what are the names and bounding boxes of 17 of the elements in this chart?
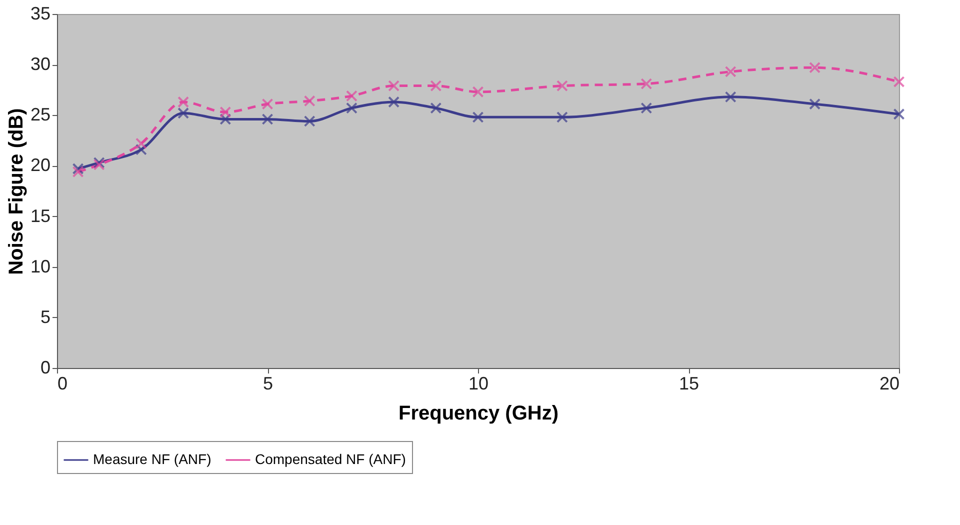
y-tick-label: 20 [30,155,50,176]
legend-label: Compensated NF (ANF) [255,451,406,467]
x-tick-label: 5 [262,374,274,394]
y-tick-label: 35 [30,4,50,24]
x-tick-label: 10 [468,374,489,394]
y-tick-label: 15 [30,206,50,226]
x-axis-title: Frequency (GHz) [398,402,559,424]
y-tick-label: 5 [40,306,50,327]
y-tick-label: 25 [30,104,50,125]
y-tick-label: 0 [40,358,50,378]
y-tick-label: 10 [30,256,50,276]
x-tick-label: 0 [58,374,68,394]
y-tick-label: 30 [30,54,50,74]
x-tick-label: 15 [678,374,700,394]
legend-label: Measure NF (ANF) [93,451,212,467]
x-tick-label: 20 [879,374,900,394]
y-axis-title: Noise Figure (dB) [5,108,28,275]
